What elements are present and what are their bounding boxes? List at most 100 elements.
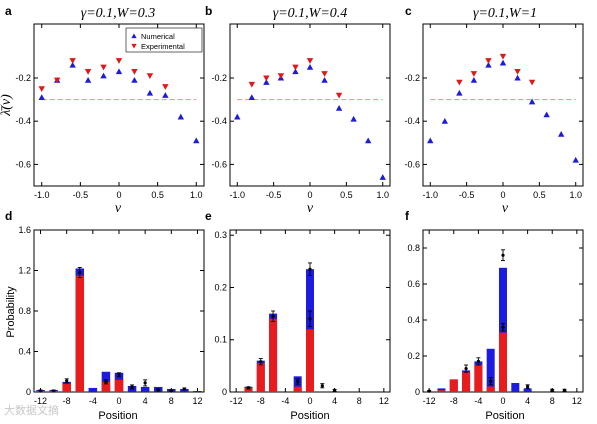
x-tick-label-f: 0 — [500, 396, 505, 406]
y-tick-label-d: 1.2 — [18, 266, 31, 276]
experimental-point-a — [115, 58, 123, 64]
experimental-bar-e — [269, 318, 278, 392]
x-tick-label-d: 8 — [169, 396, 174, 406]
y-tick-label-b: -0.2 — [211, 73, 227, 83]
experimental-bar-f — [449, 379, 458, 392]
numerical-point-c — [427, 137, 434, 144]
errorbar-point-e — [308, 317, 312, 321]
xlabel-c: v — [502, 201, 509, 216]
x-tick-label-d: 12 — [192, 396, 202, 406]
numerical-point-c — [572, 156, 579, 163]
y-tick-label-a: -0.2 — [15, 73, 31, 83]
experimental-point-a — [69, 58, 76, 64]
numerical-point-c — [485, 61, 492, 68]
errorbar-point-d — [38, 389, 43, 393]
x-tick-label-b: -1.0 — [230, 190, 246, 200]
numerical-bar-f — [486, 348, 495, 392]
y-tick-label-e: 0.1 — [214, 335, 227, 345]
panel-label-b: b — [205, 4, 212, 18]
experimental-point-b — [335, 92, 343, 99]
numerical-point-c — [528, 98, 536, 105]
errorbar-point-e — [320, 384, 324, 388]
title-c: γ=0.1,W=1 — [473, 6, 537, 21]
y-tick-label-e: 0 — [222, 387, 227, 397]
numerical-point-b — [306, 64, 314, 70]
x-tick-label-e: 12 — [379, 396, 389, 406]
xlabel-b: v — [307, 201, 314, 216]
y-tick-label-f: 0.2 — [407, 351, 420, 361]
experimental-bar-f — [462, 372, 471, 392]
numerical-point-a — [146, 89, 154, 96]
errorbar-point-e — [333, 388, 337, 393]
y-tick-label-d: 0.4 — [18, 347, 31, 357]
numerical-point-c — [543, 111, 550, 118]
errorbar-point-e — [296, 379, 300, 384]
x-tick-label-f: 4 — [525, 396, 530, 406]
x-tick-label-b: 0.5 — [340, 190, 353, 200]
xlabel-a: v — [115, 201, 122, 216]
panel-label-e: e — [205, 209, 212, 223]
experimental-bar-e — [306, 329, 314, 392]
xlabel-d: Position — [98, 410, 137, 422]
experimental-bar-e — [293, 386, 302, 392]
errorbar-point-d — [65, 379, 69, 383]
x-tick-label-e: -4 — [281, 396, 289, 406]
numerical-point-a — [100, 72, 107, 79]
errorbar-point-f — [427, 389, 431, 393]
experimental-bar-f — [486, 386, 495, 392]
x-tick-label-a: 0.5 — [151, 190, 164, 200]
errorbar-point-d — [104, 380, 108, 384]
experimental-point-a — [53, 77, 61, 84]
x-tick-label-a: 1.0 — [190, 190, 203, 200]
x-tick-label-a: -1.0 — [34, 190, 50, 200]
numerical-point-a — [38, 94, 45, 100]
errorbar-point-f — [562, 388, 567, 392]
y-tick-label-f: 0.6 — [407, 279, 420, 289]
x-tick-label-c: 0 — [500, 190, 505, 200]
x-tick-label-c: -0.5 — [459, 190, 475, 200]
numerical-bar-d — [140, 386, 150, 392]
experimental-point-b — [306, 58, 314, 64]
errorbar-point-e — [246, 386, 251, 390]
numerical-point-b — [292, 68, 299, 75]
y-tick-label-c: -0.4 — [404, 116, 420, 126]
numerical-point-c — [441, 118, 449, 124]
plot-a: -1.0 -0.5 0 0.5 1.0 -0.2 -0.4 -0.6 NumericalExpe… — [15, 23, 205, 200]
x-tick-label-e: 4 — [332, 396, 337, 406]
ylabel-d: Probability — [5, 286, 17, 338]
ylabel-a: λ̄(v) — [0, 94, 14, 117]
experimental-point-b — [277, 73, 285, 80]
y-tick-label-d: 0 — [26, 387, 31, 397]
errorbar-point-d — [52, 389, 56, 393]
panel-label-c: c — [405, 4, 412, 18]
y-tick-label-b: -0.4 — [211, 116, 227, 126]
y-tick-label-c: -0.2 — [404, 73, 420, 83]
title-a: γ=0.1,W=0.3 — [81, 6, 156, 21]
errorbar-point-d — [182, 387, 186, 391]
x-tick-label-d: -4 — [89, 396, 97, 406]
numerical-point-b — [263, 79, 270, 85]
x-tick-label-c: -1.0 — [423, 190, 439, 200]
numerical-point-a — [115, 68, 123, 75]
x-tick-label-c: 0.5 — [533, 190, 546, 200]
y-tick-label-d: 1.6 — [18, 225, 31, 235]
experimental-point-a — [146, 73, 154, 80]
legend-label-1: Experimental — [141, 42, 185, 51]
y-tick-label-e: 0.2 — [214, 282, 227, 292]
experimental-point-b — [263, 75, 270, 82]
numerical-point-a — [162, 92, 169, 98]
experimental-point-b — [248, 81, 256, 88]
numerical-point-b — [321, 76, 328, 83]
experimental-bar-d — [62, 383, 71, 392]
numerical-point-a — [193, 137, 200, 144]
legend-marker-0 — [131, 33, 137, 39]
errorbar-point-f — [526, 385, 530, 389]
plot-c: -1.0 -0.5 0 0.5 1.0 -0.2 -0.4 -0.6 — [404, 23, 584, 200]
experimental-point-c — [514, 68, 521, 75]
x-tick-label-e: 0 — [307, 396, 312, 406]
x-tick-label-a: 0 — [116, 190, 121, 200]
legend-label-0: Numerical — [141, 32, 175, 41]
y-tick-label-b: -0.6 — [211, 159, 227, 169]
y-tick-label-a: -0.4 — [15, 116, 31, 126]
